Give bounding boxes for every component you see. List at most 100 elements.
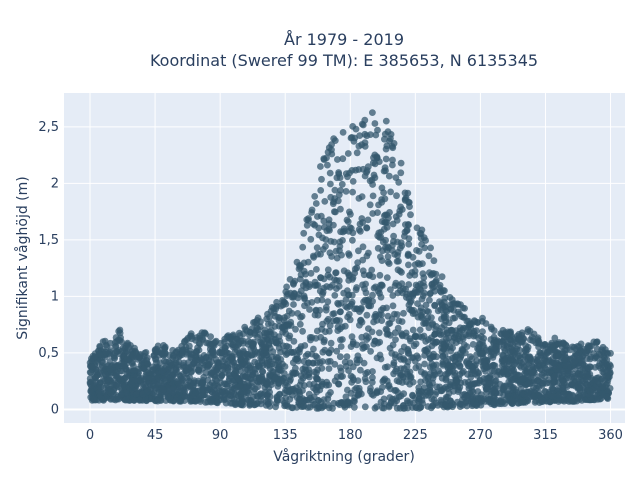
data-point — [233, 364, 241, 371]
data-point — [176, 388, 184, 396]
data-point — [371, 151, 379, 159]
data-point — [296, 395, 304, 403]
data-point — [378, 196, 385, 203]
data-point — [221, 338, 228, 346]
data-point — [395, 257, 402, 265]
data-point — [334, 299, 341, 307]
data-point — [321, 346, 329, 354]
data-point — [180, 338, 188, 346]
y-tick-label: 1 — [51, 289, 59, 304]
data-point — [342, 393, 350, 401]
data-point — [492, 347, 500, 355]
data-point — [599, 368, 607, 376]
data-point — [196, 332, 204, 340]
data-point — [366, 201, 374, 209]
data-point — [270, 304, 278, 312]
data-point — [541, 373, 549, 380]
data-point — [441, 400, 449, 408]
data-point — [284, 290, 292, 298]
data-point — [371, 120, 379, 127]
data-point — [452, 301, 460, 308]
data-point — [353, 341, 361, 349]
data-point — [297, 287, 305, 295]
y-tick-label: 0,5 — [38, 346, 59, 361]
data-point — [389, 156, 396, 164]
data-point — [200, 352, 208, 359]
data-point — [286, 332, 294, 340]
data-point — [257, 400, 265, 408]
data-point — [330, 310, 338, 317]
data-point — [174, 378, 181, 385]
data-point — [398, 347, 405, 355]
y-tick-label: 2,5 — [38, 120, 59, 135]
data-point — [372, 312, 380, 320]
data-point — [307, 269, 315, 277]
data-point — [338, 180, 346, 188]
x-tick-label: 270 — [468, 428, 493, 443]
data-point — [297, 271, 305, 279]
data-point — [349, 123, 357, 130]
data-point — [214, 399, 221, 407]
data-point — [113, 382, 120, 389]
data-point — [382, 117, 390, 125]
data-point — [313, 375, 321, 383]
data-point — [358, 141, 366, 149]
data-point — [266, 313, 273, 321]
data-point — [102, 394, 110, 402]
data-point — [336, 238, 344, 246]
data-point — [449, 344, 456, 352]
data-point — [371, 337, 379, 345]
data-point — [501, 358, 508, 366]
data-point — [381, 375, 389, 383]
data-point — [561, 353, 569, 361]
data-point — [231, 399, 239, 407]
data-point — [310, 254, 318, 261]
data-point — [410, 342, 418, 350]
data-point — [336, 353, 344, 361]
chart-title-line-1: År 1979 - 2019 — [284, 30, 404, 49]
data-point — [398, 242, 406, 250]
data-point — [468, 395, 476, 403]
data-point — [118, 347, 126, 355]
data-point — [508, 346, 516, 354]
data-point — [299, 282, 307, 289]
data-point — [413, 224, 421, 232]
data-point — [207, 398, 215, 406]
data-point — [477, 391, 485, 398]
data-point — [374, 209, 381, 217]
data-point — [580, 345, 587, 353]
data-point — [551, 360, 559, 367]
data-point — [522, 345, 530, 353]
data-point — [481, 361, 488, 369]
data-point — [330, 221, 337, 229]
data-point — [404, 345, 412, 353]
data-point — [426, 290, 434, 298]
data-point — [420, 384, 428, 392]
data-point — [439, 358, 447, 366]
data-point — [387, 286, 394, 293]
data-point — [318, 378, 326, 386]
data-point — [233, 346, 241, 354]
data-point — [275, 366, 283, 374]
data-point — [263, 381, 271, 388]
data-point — [359, 165, 367, 173]
data-point — [102, 371, 109, 378]
data-point — [562, 341, 570, 349]
data-point — [356, 220, 364, 228]
data-point — [394, 266, 402, 274]
data-point — [296, 389, 303, 396]
data-point — [591, 364, 599, 371]
data-point — [326, 273, 334, 281]
data-point — [407, 211, 414, 219]
data-point — [97, 364, 105, 372]
data-point — [389, 161, 396, 169]
data-point — [364, 216, 372, 224]
data-point — [332, 247, 340, 255]
data-point — [247, 345, 255, 353]
data-point — [566, 346, 574, 354]
data-point — [382, 145, 390, 153]
data-point — [559, 367, 567, 375]
data-point — [242, 372, 250, 380]
data-point — [300, 229, 308, 237]
data-point — [316, 359, 324, 366]
